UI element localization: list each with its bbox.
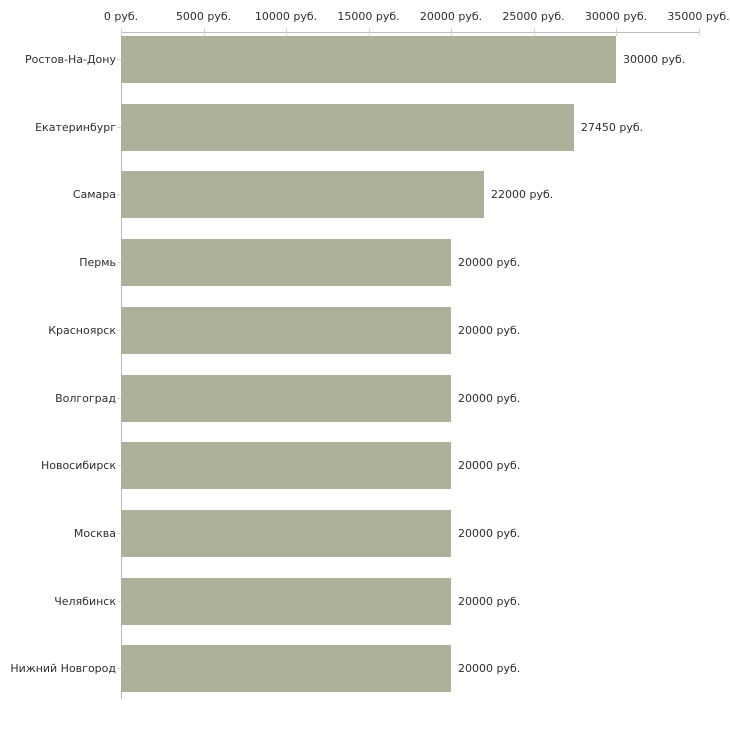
x-axis-line	[121, 32, 699, 33]
value-label: 20000 руб.	[458, 662, 521, 676]
value-label: 27450 руб.	[580, 120, 644, 134]
y-axis-tick-mark	[117, 194, 121, 196]
category-label: Новосибирск	[40, 459, 116, 473]
x-axis-tick-mark	[698, 28, 700, 36]
bar	[121, 374, 451, 422]
value-label: 20000 руб.	[458, 256, 521, 270]
bar	[121, 577, 451, 625]
x-axis-tick-mark	[368, 28, 370, 36]
x-axis-tick-label: 30000 руб.	[584, 10, 648, 23]
x-axis-tick-mark	[616, 28, 617, 36]
category-label: Пермь	[79, 256, 116, 270]
y-axis-tick-mark	[117, 600, 121, 602]
x-axis-tick-mark	[286, 28, 287, 36]
value-label: 20000 руб.	[458, 526, 521, 540]
bar	[121, 103, 574, 151]
x-axis-tick-label: 10000 руб.	[254, 10, 318, 23]
bar	[121, 171, 484, 219]
y-axis-line	[121, 32, 122, 699]
category-label: Екатеринбург	[35, 120, 116, 134]
y-axis-tick-mark	[117, 397, 121, 399]
bar	[121, 645, 451, 693]
x-axis-tick-mark	[203, 28, 205, 36]
bar-row: Волгоград 20000 руб.	[0, 371, 730, 439]
bar-row: Новосибирск 20000 руб.	[0, 438, 730, 506]
y-axis-tick-mark	[117, 262, 121, 264]
y-axis-tick-mark	[117, 465, 121, 467]
x-axis-tick-label: 25000 руб.	[502, 10, 565, 23]
x-axis-tick-label: 0 руб.	[103, 10, 139, 23]
category-label: Челябинск	[54, 594, 116, 608]
x-axis-tick-label: 15000 руб.	[337, 10, 400, 23]
value-label: 30000 руб.	[623, 53, 686, 66]
bar-row: Самара 22000 руб.	[0, 167, 730, 235]
bar-row: Красноярск 20000 руб.	[0, 303, 730, 371]
bar	[121, 306, 451, 354]
bar	[121, 239, 451, 287]
bar-row: Пермь 20000 руб.	[0, 235, 730, 303]
x-axis-tick-mark	[533, 28, 535, 36]
category-label: Самара	[72, 188, 116, 202]
y-axis-tick-mark	[117, 126, 121, 128]
y-axis-tick-mark	[117, 532, 121, 534]
value-label: 20000 руб.	[458, 459, 521, 473]
x-axis-tick-label: 35000 руб.	[667, 10, 730, 23]
x-axis-tick-mark	[121, 28, 122, 36]
bar-row: Нижний Новгород 20000 руб.	[0, 641, 730, 709]
category-label: Ростов-На-Дону	[24, 53, 116, 66]
value-label: 22000 руб.	[491, 188, 554, 202]
y-axis-tick-mark	[117, 668, 121, 670]
x-axis-tick-mark	[451, 28, 452, 36]
bar	[121, 509, 451, 557]
category-label: Москва	[73, 526, 116, 540]
category-label: Красноярск	[48, 323, 116, 337]
value-label: 20000 руб.	[458, 391, 521, 405]
value-label: 20000 руб.	[458, 323, 521, 337]
category-label: Нижний Новгород	[10, 662, 116, 676]
x-axis-tick-label: 5000 руб.	[175, 10, 232, 23]
y-axis-tick-mark	[117, 59, 121, 60]
bar-row: Челябинск 20000 руб.	[0, 574, 730, 642]
y-axis-tick-mark	[117, 329, 121, 331]
bar-row: Екатеринбург 27450 руб.	[0, 100, 730, 168]
x-axis-tick-label: 20000 руб.	[419, 10, 483, 23]
bar-row: Москва 20000 руб.	[0, 506, 730, 574]
category-label: Волгоград	[55, 391, 116, 405]
bar-row: Ростов-На-Дону 30000 руб.	[0, 32, 730, 100]
bar	[121, 36, 616, 83]
bar	[121, 442, 451, 490]
value-label: 20000 руб.	[458, 594, 521, 608]
